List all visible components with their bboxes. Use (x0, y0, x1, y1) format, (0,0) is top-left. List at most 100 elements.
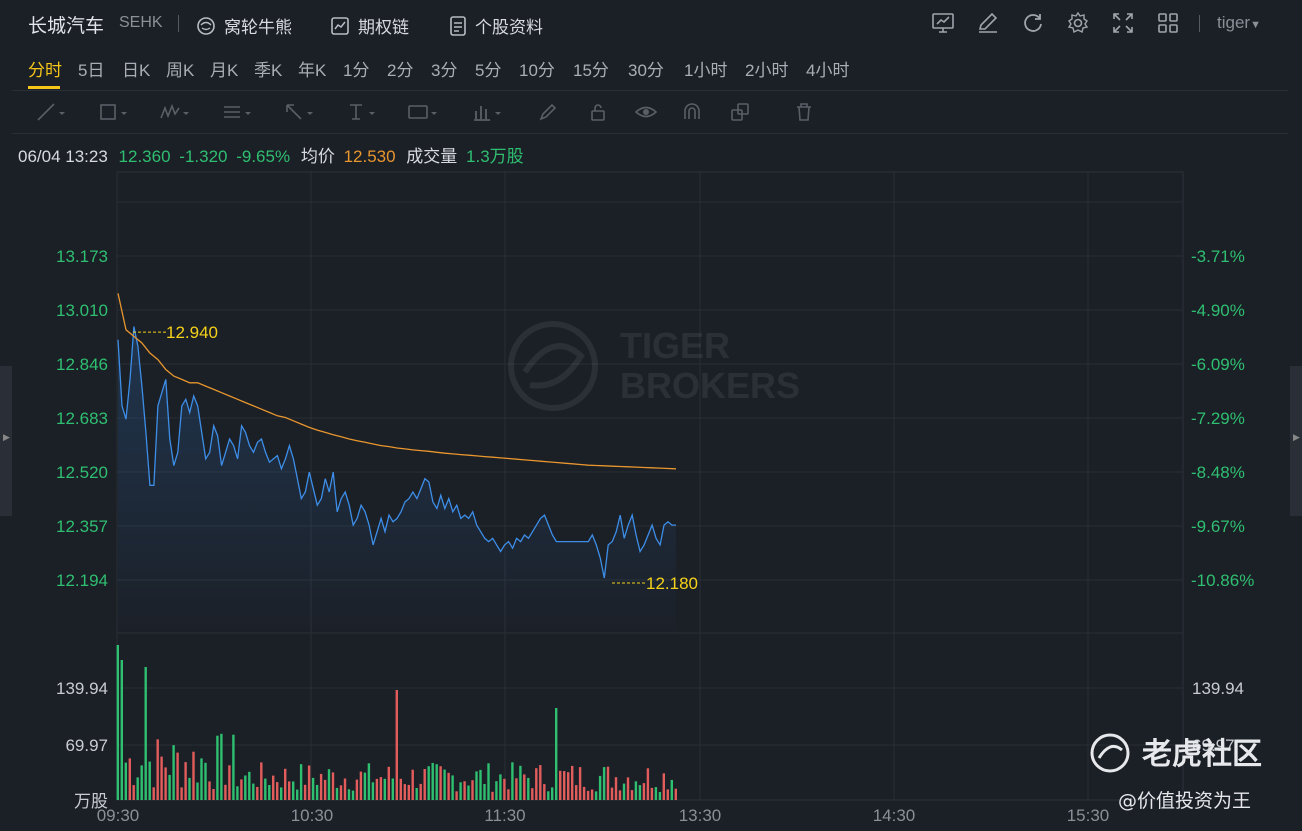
period-tab-12[interactable]: 15分 (573, 61, 609, 80)
volume-bar (212, 789, 215, 800)
volume-bar (606, 766, 610, 800)
volume-bar (598, 775, 602, 800)
avg-price-label: 均价 (300, 147, 335, 166)
stock-name: 长城汽车 (28, 16, 105, 37)
volume-bars (116, 645, 677, 800)
settings-gear-icon[interactable] (1065, 10, 1091, 36)
volume-bar (555, 708, 558, 800)
volume-bar (240, 779, 243, 800)
magnet-icon[interactable] (680, 100, 706, 124)
volume-bar (646, 768, 650, 800)
volume-bar (594, 791, 598, 800)
author-handle: @价值投资为王 (1118, 790, 1251, 812)
period-tab-9[interactable]: 3分 (431, 61, 458, 80)
period-tab-4[interactable]: 月K (210, 61, 239, 80)
period-tab-8[interactable]: 2分 (387, 61, 414, 80)
period-tab-3[interactable]: 周K (166, 61, 195, 80)
price-axis-label-1: 13.010 (56, 301, 108, 320)
volume-bar (399, 778, 402, 800)
price-axis-label-3: 12.683 (56, 409, 108, 428)
volume-value: 1.3万股 (466, 147, 524, 166)
fullscreen-icon[interactable] (1110, 10, 1136, 36)
price-area (118, 326, 676, 633)
community-watermark: 老虎社区 @价值投资为王 (1090, 733, 1262, 812)
arrow-tool-icon[interactable] (282, 100, 313, 124)
volume-bar (578, 767, 582, 800)
volume-bar (299, 764, 303, 800)
volume-bar (630, 790, 634, 800)
bar-measure-tool-icon[interactable] (470, 100, 501, 124)
stock-profile-link[interactable]: 个股资料 (449, 13, 543, 38)
pct-axis-label-4: -8.48% (1191, 463, 1245, 482)
price-area-fill (118, 326, 676, 633)
quote-price: 12.360 (118, 147, 171, 166)
volume-bar (379, 777, 383, 800)
copy-icon-glyph (731, 103, 749, 121)
eye-icon[interactable] (634, 100, 660, 124)
period-tab-7[interactable]: 1分 (343, 61, 370, 80)
volume-bar (531, 788, 534, 800)
text-label-tool-icon[interactable] (406, 100, 437, 124)
magnet-icon-glyph (684, 103, 700, 119)
volume-bar (164, 767, 167, 800)
eye-icon-glyph (634, 106, 658, 118)
copy-icon[interactable] (728, 100, 754, 124)
volume-bar (311, 777, 315, 800)
lock-icon[interactable] (586, 100, 612, 124)
period-tab-1[interactable]: 5日 (78, 61, 105, 80)
volume-bar (180, 787, 183, 800)
monitor-chart-icon[interactable] (930, 10, 956, 36)
period-tab-2[interactable]: 日K (122, 61, 151, 80)
volume-bar (551, 787, 554, 800)
fib-tool-icon[interactable] (220, 100, 251, 124)
volume-bar (232, 734, 235, 800)
volume-bar (463, 781, 466, 800)
volume-bar (256, 786, 259, 800)
arrow-tool-icon-glyph (286, 104, 313, 120)
volume-bar (136, 777, 139, 800)
period-tab-5[interactable]: 季K (254, 61, 283, 80)
pct-axis-label-0: -3.71% (1191, 247, 1245, 266)
left-panel-toggle[interactable]: ▶ (0, 366, 12, 516)
avg-price-value: 12.530 (343, 147, 396, 166)
options-chain-label: 期权链 (358, 18, 409, 37)
edit-pen-icon[interactable] (975, 10, 1001, 36)
trash-icon[interactable] (792, 100, 818, 124)
options-chain-link[interactable]: 期权链 (330, 13, 409, 38)
period-tab-11[interactable]: 10分 (519, 61, 555, 80)
volume-bar (395, 690, 398, 800)
rectangle-tool-icon[interactable] (96, 100, 127, 124)
period-tab-15[interactable]: 2小时 (745, 61, 789, 80)
volume-bar (427, 766, 430, 800)
volume-bar (244, 775, 247, 800)
volume-bar (128, 758, 131, 800)
right-panel-toggle[interactable]: ▶ (1290, 366, 1302, 516)
period-tab-14[interactable]: 1小时 (684, 61, 728, 80)
period-tab-13[interactable]: 30分 (628, 61, 664, 80)
time-axis-label-4: 14:30 (873, 806, 916, 825)
pen-tool-icon[interactable] (536, 100, 562, 124)
refresh-icon[interactable] (1020, 10, 1046, 36)
quote-change-pct: -9.65% (236, 147, 291, 166)
volume-bar (224, 784, 227, 800)
period-tab-6[interactable]: 年K (298, 61, 327, 80)
wave-tool-icon[interactable] (158, 100, 189, 124)
volume-bar (335, 787, 339, 800)
pct-axis-label-2: -6.09% (1191, 355, 1245, 374)
bar-measure-tool-icon-glyph (474, 106, 501, 121)
volume-bar (339, 785, 343, 800)
line-tool-icon[interactable] (34, 100, 65, 124)
user-menu[interactable]: tiger▼ (1217, 13, 1261, 33)
volume-bar (200, 758, 203, 800)
warrant-link[interactable]: 窝轮牛熊 (196, 13, 292, 38)
period-tab-10[interactable]: 5分 (475, 61, 502, 80)
volume-bar (355, 779, 359, 800)
period-tab-0[interactable]: 分时 (28, 61, 62, 80)
volume-bar (499, 774, 502, 800)
warrant-icon (197, 16, 215, 35)
text-cursor-tool-icon[interactable] (344, 100, 375, 124)
stock-profile-label: 个股资料 (475, 18, 543, 37)
grid-layout-icon[interactable] (1155, 10, 1181, 36)
period-tab-16[interactable]: 4小时 (806, 61, 850, 80)
